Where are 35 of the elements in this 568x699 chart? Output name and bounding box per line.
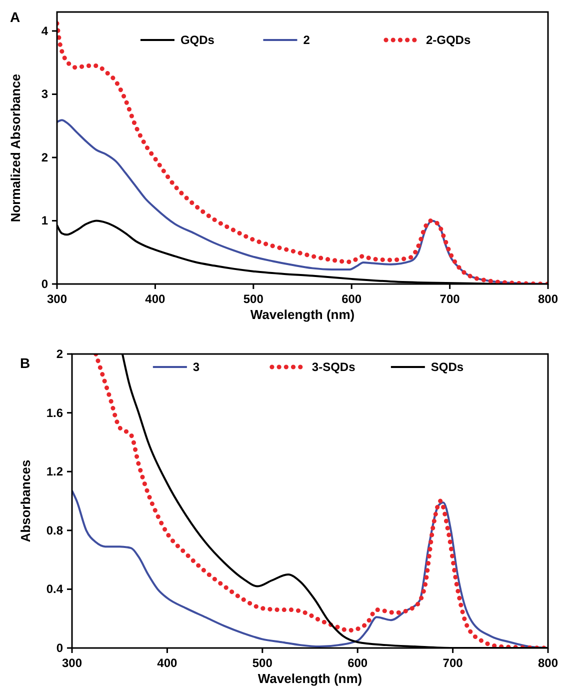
x-tick-label: 400 xyxy=(145,292,166,306)
x-tick-label: 700 xyxy=(440,292,460,306)
x-axis-title: Wavelength (nm) xyxy=(250,307,355,322)
chart-title: B xyxy=(20,355,30,371)
y-tick-label: 0.4 xyxy=(46,582,64,596)
y-tick-label: 0.8 xyxy=(46,523,64,538)
y-tick-label: 0 xyxy=(56,641,64,655)
x-tick-label: 600 xyxy=(342,292,362,306)
legend-label: GQDs xyxy=(180,33,215,47)
legend-label: SQDs xyxy=(430,360,464,374)
y-tick-label: 3 xyxy=(41,87,48,102)
x-tick-label: 400 xyxy=(157,656,178,670)
y-tick-label: 2 xyxy=(56,347,64,361)
legend-label: 2 xyxy=(303,33,310,47)
x-axis-title: Wavelength (nm) xyxy=(258,671,362,686)
x-tick-label: 300 xyxy=(46,292,68,306)
x-tick-label: 600 xyxy=(348,656,368,670)
y-tick-label: 1 xyxy=(41,214,48,228)
x-tick-label: 700 xyxy=(442,656,464,670)
x-tick-label: 500 xyxy=(252,656,273,670)
x-tick-label: 500 xyxy=(243,292,264,306)
y-tick-label: 4 xyxy=(41,24,48,38)
x-tick-label: 800 xyxy=(538,656,558,670)
x-tick-label: 800 xyxy=(538,292,558,306)
y-tick-label: 0 xyxy=(41,277,48,291)
legend-label: 2-GQDs xyxy=(426,33,471,47)
legend-label: 3 xyxy=(192,360,200,374)
x-tick-label: 300 xyxy=(62,656,82,670)
y-axis-title: Absorbances xyxy=(18,460,33,542)
chart-title: A xyxy=(10,9,20,25)
y-axis-title: Normalized Absorbance xyxy=(8,74,23,222)
y-tick-label: 1.6 xyxy=(46,406,64,420)
y-tick-label: 2 xyxy=(41,150,48,164)
legend-label: 3-SQDs xyxy=(312,360,356,374)
y-tick-label: 1.2 xyxy=(46,464,64,479)
